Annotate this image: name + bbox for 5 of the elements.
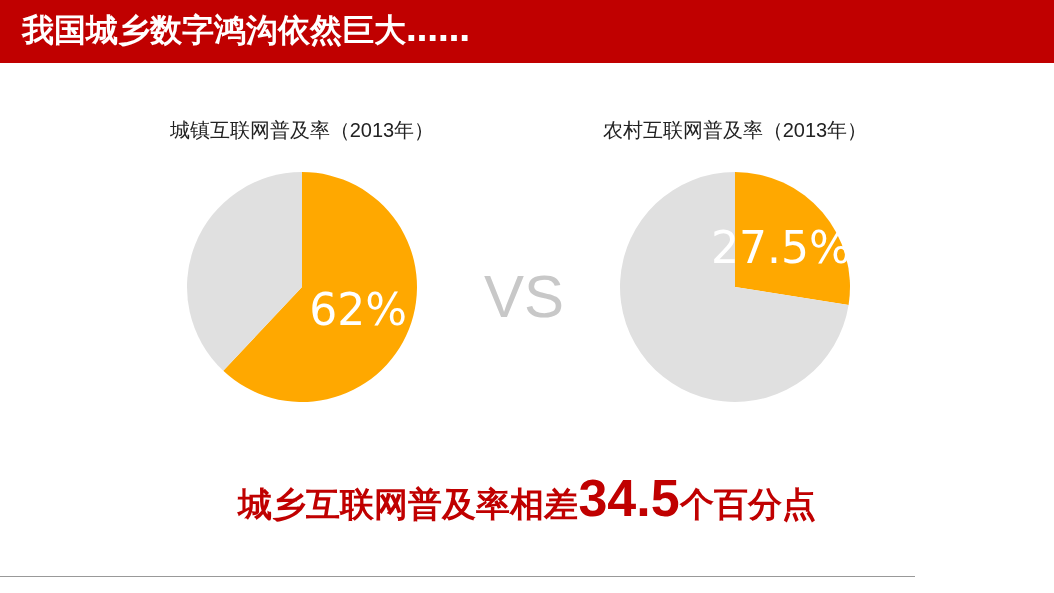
text: 我国城乡数字鸿沟依然巨大…… <box>22 10 470 51</box>
chart-title: 城镇互联网普及率（2013年） <box>168 119 435 141</box>
data-label: 62% <box>309 283 408 335</box>
chart-title: 农村互联网普及率（2013年） <box>602 119 868 141</box>
text: 城乡互联网普及率相差34.5个百分点 <box>238 469 816 527</box>
